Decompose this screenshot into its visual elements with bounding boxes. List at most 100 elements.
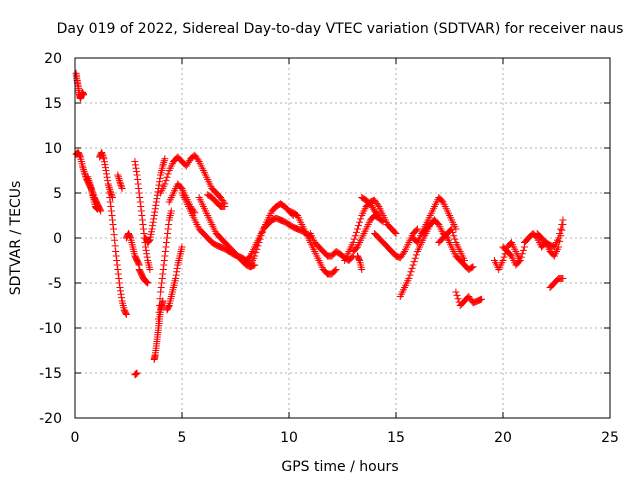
data-point [221,203,229,210]
data-point [410,258,418,266]
data-point [405,275,413,282]
data-point [558,221,566,228]
data-point [162,177,170,185]
data-point [133,369,141,377]
data-point [152,198,160,206]
data-point [161,180,169,188]
x-tick-label: 20 [494,430,512,446]
data-point [76,152,84,160]
data-point [109,221,117,228]
data-point [156,178,164,186]
data-point [516,257,524,264]
data-point [118,185,126,192]
data-point [149,222,157,230]
data-point [101,164,109,172]
data-point [411,254,419,262]
data-point [366,200,374,208]
data-point [79,164,87,172]
data-point [519,246,527,254]
y-tick-label: 15 [44,96,62,112]
data-point [78,162,86,170]
data-point [165,303,173,311]
data-point [155,181,163,189]
data-point [139,225,147,233]
data-point [131,158,139,165]
data-point [183,160,191,168]
data-point [107,203,115,210]
data-point [87,184,95,192]
data-point [399,249,407,257]
data-point [163,234,171,242]
data-point [515,258,523,266]
data-point [374,201,382,209]
data-point [350,235,358,243]
data-point [184,158,192,166]
data-point [164,230,172,237]
data-point [135,185,143,192]
data-point [167,207,175,215]
x-tick-label: 10 [280,430,298,446]
x-axis-label: GPS time / hours [281,459,398,475]
data-point [88,185,96,193]
data-point [194,156,202,164]
data-point [137,203,145,210]
data-point [407,268,415,276]
data-point [352,228,360,236]
data-point [159,270,167,278]
data-point [98,149,106,156]
y-tick-label: 5 [53,186,62,202]
data-point [150,215,158,223]
data-point [451,235,459,243]
data-point [85,178,93,186]
data-point [138,212,146,219]
y-tick-label: 0 [53,231,62,247]
data-point [406,271,414,279]
y-tick-label: -10 [39,321,62,337]
y-tick-labels: -20 -15 -10 -5 0 5 10 15 20 [39,51,62,427]
data-point [145,237,153,245]
data-point [160,158,168,166]
data-point [80,91,88,99]
data-point [84,173,92,181]
data-point [101,161,109,169]
grid [75,58,610,418]
data-point [148,225,156,233]
data-point [161,248,169,255]
data-point [106,187,114,195]
data-point [454,295,462,303]
y-tick-label: 10 [44,141,62,157]
y-axis-label: SDTVAR / TECUs [8,181,24,296]
data-point [161,155,169,163]
data-point [162,243,170,251]
data-point [156,302,164,309]
x-tick-label: 0 [71,430,80,446]
data-point [85,176,93,184]
data-point [89,190,97,198]
data-point [116,287,124,295]
data-point [98,150,106,158]
data-point [556,230,564,237]
data-point [173,268,181,276]
data-point [453,291,461,299]
data-point [449,228,457,236]
data-point [105,189,113,197]
data-point [182,162,190,170]
y-tick-label: -20 [39,411,62,427]
data-point [452,288,460,296]
data-point [163,173,171,181]
data-series-sdtvar [72,69,567,379]
data-point [88,187,96,195]
data-point [100,155,108,163]
data-point [408,264,416,272]
data-point [102,167,110,174]
data-point [559,216,567,224]
data-point [358,266,366,273]
data-point [116,178,124,186]
data-point [356,218,364,226]
data-point [151,208,159,216]
data-point [104,180,112,188]
data-point [159,266,167,273]
data-point [164,170,172,178]
data-point [116,284,124,291]
